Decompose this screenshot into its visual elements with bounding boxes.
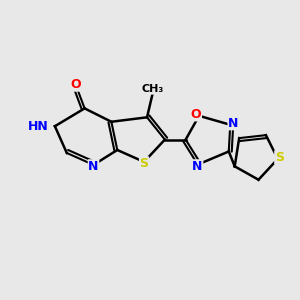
Text: O: O: [191, 108, 201, 121]
Text: CH₃: CH₃: [142, 84, 164, 94]
Text: N: N: [228, 117, 238, 130]
Text: S: S: [140, 157, 148, 170]
Text: S: S: [275, 151, 284, 164]
Text: N: N: [88, 160, 99, 173]
Text: N: N: [192, 160, 203, 173]
Text: HN: HN: [28, 120, 48, 133]
Text: O: O: [70, 78, 81, 91]
